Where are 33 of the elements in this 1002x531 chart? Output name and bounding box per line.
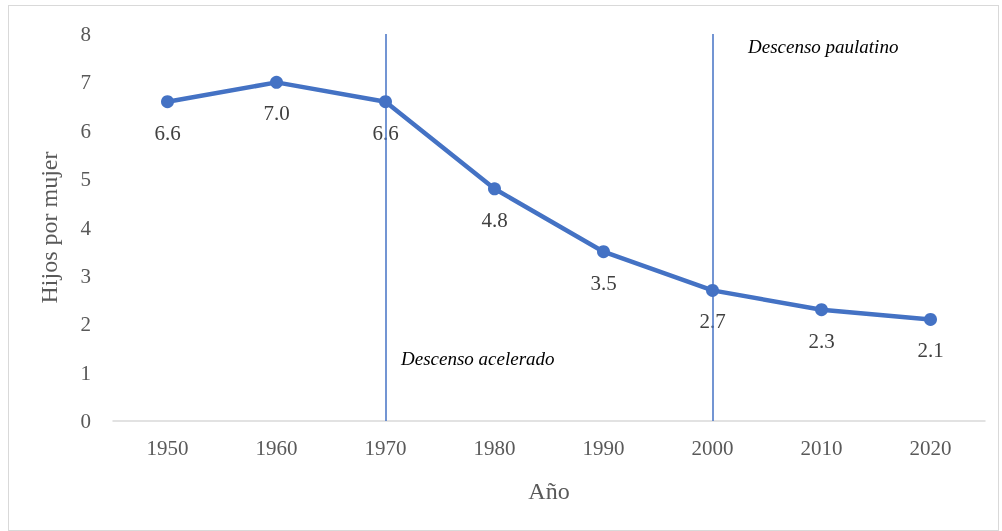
x-tick-label: 1960 — [255, 435, 298, 460]
y-tick-label: 1 — [80, 360, 91, 385]
x-tick-label: 1980 — [473, 435, 516, 460]
point — [161, 95, 174, 109]
x-tick-label: 1990 — [582, 435, 625, 460]
x-tick-label: 2020 — [909, 435, 952, 460]
point — [270, 75, 283, 89]
data-label: 2.3 — [808, 328, 835, 353]
y-tick-label: 5 — [80, 167, 91, 192]
point — [924, 312, 937, 326]
data-label: 4.8 — [481, 207, 508, 232]
x-axis-title: Año — [528, 478, 570, 504]
point — [488, 182, 501, 196]
point — [597, 245, 610, 259]
x-tick-label: 2000 — [691, 435, 734, 460]
y-tick-label: 2 — [80, 312, 91, 337]
annotation: Descenso acelerado — [400, 348, 555, 369]
x-tick-label: 2010 — [800, 435, 843, 460]
y-tick-label: 4 — [80, 215, 92, 240]
x-tick-label: 1950 — [146, 435, 189, 460]
y-tick-label: 6 — [80, 118, 91, 143]
y-tick-label: 3 — [80, 263, 91, 288]
data-label: 3.5 — [590, 270, 617, 295]
point — [815, 303, 828, 317]
y-tick-label: 7 — [80, 70, 91, 95]
data-label: 2.1 — [917, 338, 944, 363]
y-axis-title: Hijos por mujer — [36, 151, 62, 304]
y-tick-label: 8 — [80, 22, 91, 46]
x-tick-label: 1970 — [364, 435, 407, 460]
y-tick-label: 0 — [80, 409, 91, 433]
data-label: 7.0 — [263, 101, 290, 126]
annotation: Descenso paulatino — [747, 36, 899, 57]
data-label: 6.6 — [154, 120, 181, 145]
